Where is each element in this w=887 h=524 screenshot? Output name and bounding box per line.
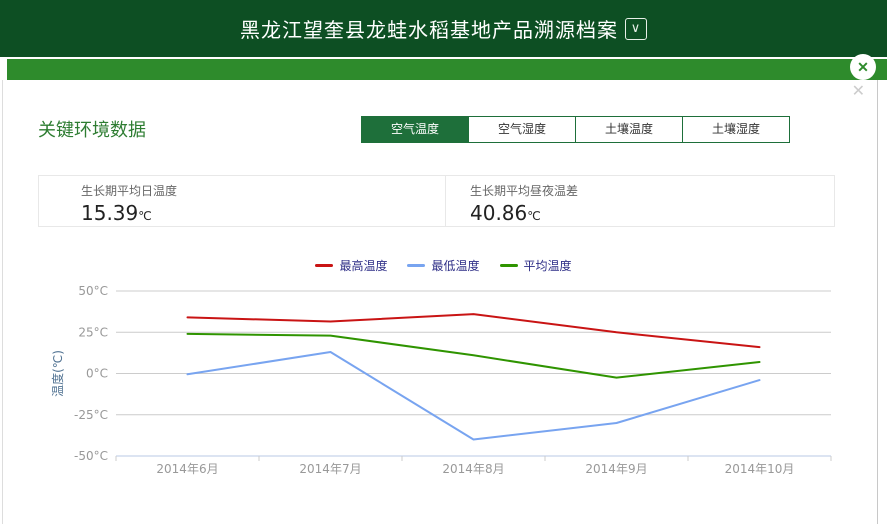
modal-left-border [2, 80, 3, 524]
x-tick-label: 2014年8月 [442, 462, 504, 476]
tab-1[interactable]: 空气湿度 [468, 115, 576, 143]
y-tick-label: -50°C [74, 449, 108, 463]
stat-label: 生长期平均日温度 [81, 184, 178, 198]
tab-0[interactable]: 空气温度 [361, 115, 469, 143]
modal-title-bar [7, 59, 887, 80]
chart-plot-area: 50°C 25°C 0°C -25°C -50°C 温度(℃) 2014年6月 2014年7月… [0, 281, 887, 485]
close-icon: ✕ [857, 59, 869, 75]
environment-tabs: 空气温度 空气湿度 土壤温度 土壤湿度 [361, 115, 790, 143]
tab-2[interactable]: 土壤温度 [575, 115, 683, 143]
y-tick-label: 50°C [78, 284, 108, 298]
stat-unit: ℃ [138, 209, 152, 223]
chart-svg: 50°C 25°C 0°C -25°C -50°C 温度(℃) 2014年6月 2014年7月… [50, 284, 832, 476]
chart-legend: 最高温度 最低温度 平均温度 [0, 257, 887, 273]
x-tick-label: 2014年9月 [585, 462, 647, 476]
temperature-chart: 最高温度 最低温度 平均温度 50°C 25°C 0°C -25°C -50°C 温度(℃) 2… [0, 257, 887, 489]
secondary-close-icon: ✕ [851, 83, 865, 100]
stat-number: 15.39 [81, 201, 139, 225]
legend-line-icon [499, 263, 518, 267]
x-tick-label: 2014年10月 [725, 462, 795, 476]
section-title: 关键环境数据 [38, 120, 146, 141]
stat-value: 40.86℃ [470, 201, 834, 225]
legend-label: 平均温度 [523, 258, 572, 273]
section-header-row: 关键环境数据 空气温度 空气湿度 土壤温度 土壤湿度 [38, 114, 790, 144]
legend-item-1[interactable]: 最低温度 [407, 257, 480, 274]
stat-card-day-night-diff: 生长期平均昼夜温差 40.86℃ [445, 176, 834, 226]
page-title: 黑龙江望奎县龙蛙水稻基地产品溯源档案 ∨ [240, 14, 647, 43]
series-line-2 [186, 332, 761, 379]
stats-panel: 生长期平均日温度 15.39℃ 生长期平均昼夜温差 40.86℃ [38, 175, 835, 227]
x-tick-label: 2014年7月 [299, 462, 361, 476]
legend-label: 最高温度 [339, 258, 388, 273]
stat-card-avg-daily-temp: 生长期平均日温度 15.39℃ [39, 176, 445, 226]
y-tick-label: 0°C [86, 367, 108, 381]
modal-right-border [877, 80, 878, 524]
y-tick-label: 25°C [78, 325, 108, 339]
x-tick-label: 2014年6月 [156, 462, 218, 476]
stat-number: 40.86 [470, 201, 528, 225]
page-title-text: 黑龙江望奎县龙蛙水稻基地产品溯源档案 [240, 18, 618, 42]
chevron-down-icon[interactable]: ∨ [625, 17, 647, 40]
legend-label: 最低温度 [431, 258, 480, 273]
legend-line-icon [407, 263, 426, 267]
tab-3[interactable]: 土壤湿度 [682, 115, 790, 143]
legend-item-2[interactable]: 平均温度 [499, 257, 572, 274]
app-header: 黑龙江望奎县龙蛙水稻基地产品溯源档案 ∨ [0, 0, 887, 57]
y-axis-title: 温度(℃) [50, 350, 65, 397]
y-tick-label: -25°C [74, 408, 108, 422]
stat-unit: ℃ [527, 209, 541, 223]
series-line-0 [186, 313, 761, 349]
secondary-close-button[interactable]: ✕ [852, 84, 865, 100]
stat-value: 15.39℃ [81, 201, 445, 225]
stat-label: 生长期平均昼夜温差 [470, 184, 579, 198]
close-button[interactable]: ✕ [850, 54, 876, 80]
legend-line-icon [315, 263, 334, 267]
series-line-1 [186, 351, 761, 441]
legend-item-0[interactable]: 最高温度 [315, 257, 387, 274]
